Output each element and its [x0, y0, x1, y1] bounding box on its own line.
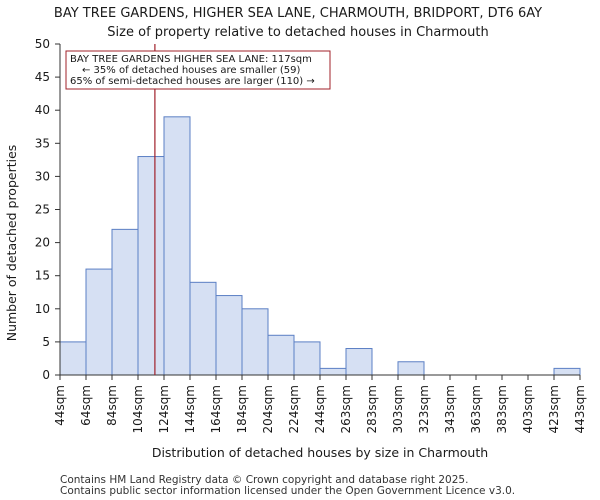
- x-axis: 44sqm 64sqm 84sqm 104sqm 124sqm 144sqm 164sqm 1…: [53, 375, 587, 433]
- y-tick-label: 45: [35, 70, 50, 84]
- x-tick-label: 423sqm: [547, 385, 561, 433]
- x-tick-label: 44sqm: [53, 385, 67, 426]
- x-tick-label: 204sqm: [261, 385, 275, 433]
- x-tick-label: 224sqm: [287, 385, 301, 433]
- annotation-line-2: ← 35% of detached houses are smaller (59…: [82, 65, 300, 76]
- bars-group: [59, 116, 581, 376]
- x-tick-label: 283sqm: [365, 385, 379, 433]
- bar-84sqm: [111, 228, 139, 376]
- y-tick-label: 30: [35, 169, 50, 183]
- x-tick-label: 184sqm: [235, 385, 249, 433]
- y-tick-label: 15: [35, 269, 50, 283]
- bar-184sqm: [241, 308, 269, 376]
- bar-64sqm: [85, 268, 113, 376]
- bar-104sqm: [137, 156, 165, 376]
- y-tick-label: 35: [35, 136, 50, 150]
- chart-subtitle: Size of property relative to detached ho…: [107, 25, 488, 40]
- annotation-box: BAY TREE GARDENS HIGHER SEA LANE: 117sqm…: [65, 50, 331, 90]
- x-tick-label: 403sqm: [521, 385, 535, 433]
- x-tick-label: 244sqm: [313, 385, 327, 433]
- bar-224sqm: [293, 341, 321, 376]
- bar-303sqm: [397, 361, 425, 376]
- y-tick-label: 10: [35, 302, 50, 316]
- y-tick-label: 25: [35, 203, 50, 217]
- bar-144sqm: [189, 281, 217, 376]
- x-axis-label: Distribution of detached houses by size …: [152, 445, 488, 460]
- x-tick-label: 303sqm: [391, 385, 405, 433]
- y-axis-label: Number of detached properties: [4, 145, 19, 342]
- x-tick-label: 144sqm: [183, 385, 197, 433]
- x-tick-label: 164sqm: [209, 385, 223, 433]
- bar-164sqm: [215, 295, 243, 376]
- x-tick-label: 84sqm: [105, 385, 119, 426]
- y-tick-label: 50: [35, 37, 50, 51]
- x-tick-label: 383sqm: [495, 385, 509, 433]
- chart-title: BAY TREE GARDENS, HIGHER SEA LANE, CHARM…: [54, 6, 542, 21]
- y-tick-label: 20: [35, 236, 50, 250]
- annotation-line-3: 65% of semi-detached houses are larger (…: [70, 76, 315, 87]
- y-axis: 0 5 10 15 20 25 30 35 40 45 50: [35, 37, 60, 382]
- annotation-border: [65, 50, 331, 90]
- y-tick-label: 0: [42, 368, 50, 382]
- bar-244sqm: [319, 367, 347, 376]
- bar-263sqm: [345, 348, 373, 376]
- y-tick-label: 40: [35, 103, 50, 117]
- bar-44sqm: [59, 341, 87, 376]
- bar-423sqm: [553, 367, 581, 376]
- x-tick-label: 323sqm: [417, 385, 431, 433]
- x-tick-label: 343sqm: [443, 385, 457, 433]
- y-tick-label: 5: [42, 335, 50, 349]
- bar-124sqm: [163, 116, 191, 376]
- bar-204sqm: [267, 334, 295, 376]
- footer-line-1: Contains HM Land Registry data © Crown c…: [60, 474, 468, 486]
- x-tick-label: 263sqm: [339, 385, 353, 433]
- x-tick-label: 104sqm: [131, 385, 145, 433]
- x-tick-label: 124sqm: [157, 385, 171, 433]
- x-tick-label: 64sqm: [79, 385, 93, 426]
- footer-line-2: Contains public sector information licen…: [60, 485, 515, 497]
- x-tick-label: 443sqm: [573, 385, 587, 433]
- annotation-line-1: BAY TREE GARDENS HIGHER SEA LANE: 117sqm: [70, 54, 312, 65]
- x-tick-label: 363sqm: [469, 385, 483, 433]
